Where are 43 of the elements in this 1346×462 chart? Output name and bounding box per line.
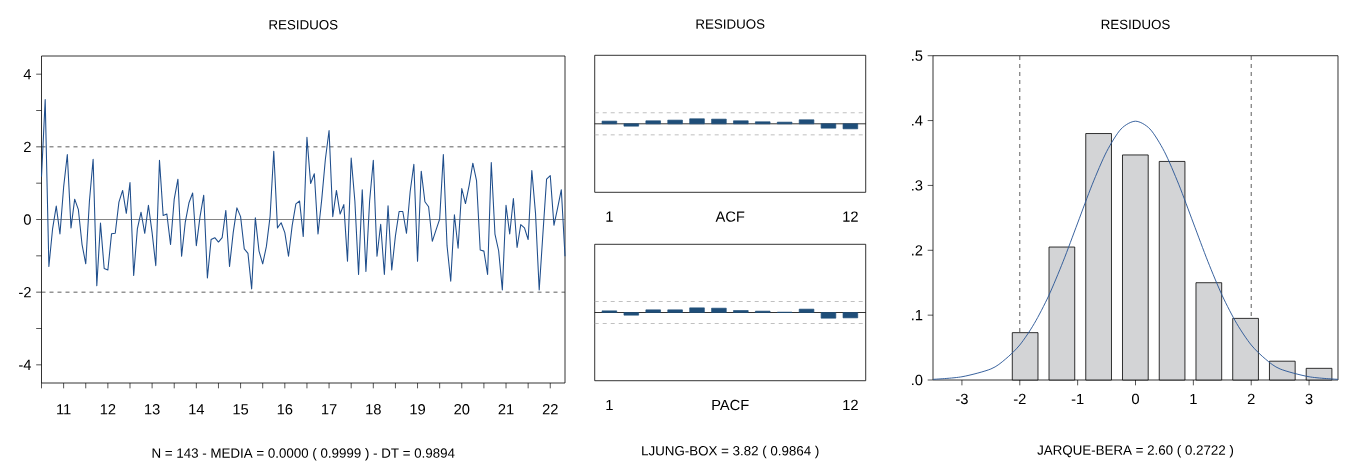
x-tick-label: 12	[843, 211, 858, 222]
x-tick-label: 12	[100, 404, 116, 415]
x-tick-label: -3	[956, 393, 968, 405]
y-tick-label: .3	[912, 180, 923, 191]
line-series	[932, 120, 1339, 380]
x-tick-label: 16	[277, 404, 293, 415]
text: N = 143 - MEDIA = 0.0000 ( 0.9999 ) - DT = 0.9894	[152, 448, 455, 461]
chart-title: RESIDUOS	[1101, 19, 1170, 30]
chart-title: RESIDUOS	[696, 19, 765, 29]
line-series	[40, 99, 566, 291]
x-tick-label: 13	[145, 404, 160, 415]
x-tick-label: 11	[57, 404, 71, 415]
x-tick-label: 18	[366, 404, 381, 415]
y-tick-label: .4	[912, 115, 923, 126]
y-tick-label: .2	[912, 245, 923, 256]
x-tick-label: 3	[1305, 393, 1313, 405]
x-tick-label: -1	[1071, 393, 1084, 404]
y-tick-label: .1	[912, 310, 923, 321]
x-tick-label: 2	[1247, 393, 1255, 404]
x-tick-label: 21	[498, 404, 514, 415]
y-tick-label: 2	[24, 141, 31, 152]
x-axis-title: ACF	[715, 211, 745, 222]
x-tick-label: 1	[606, 399, 613, 411]
x-tick-label: 14	[189, 404, 205, 415]
x-tick-label: -2	[1013, 393, 1026, 404]
y-tick-label: 4	[23, 69, 32, 80]
chart-title: RESIDUOS	[269, 20, 338, 30]
text: JARQUE-BERA = 2.60 ( 0.2722 )	[1037, 445, 1234, 458]
x-axis-title: PACF	[712, 399, 749, 411]
y-tick-label: .0	[912, 374, 923, 386]
x-tick-label: 15	[233, 404, 249, 415]
x-tick-label: 17	[322, 404, 337, 415]
x-tick-label: 12	[843, 399, 858, 411]
x-tick-label: 19	[410, 404, 426, 415]
text: LJUNG-BOX = 3.82 ( 0.9864 )	[642, 445, 819, 459]
x-tick-label: 0	[1131, 393, 1139, 405]
y-tick-label: -2	[19, 287, 31, 298]
x-tick-label: 1	[1190, 393, 1197, 404]
y-tick-label: .5	[912, 50, 923, 61]
x-tick-label: 20	[454, 404, 470, 415]
x-tick-label: 22	[542, 404, 558, 415]
y-tick-label: -4	[19, 359, 32, 370]
x-tick-label: 1	[606, 211, 613, 222]
